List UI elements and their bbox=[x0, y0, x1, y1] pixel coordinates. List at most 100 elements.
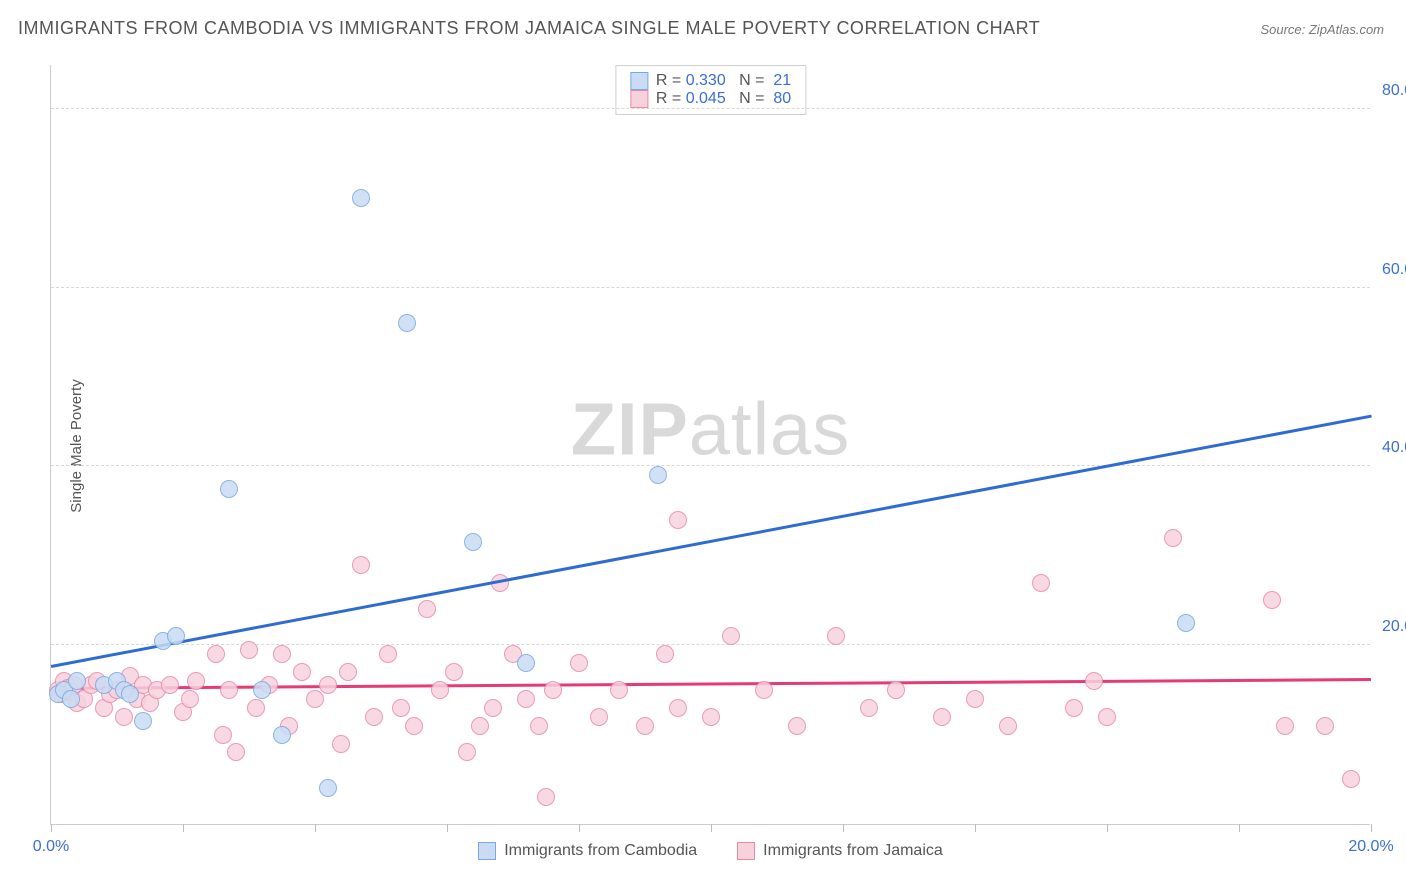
data-point bbox=[181, 690, 199, 708]
data-point bbox=[161, 676, 179, 694]
data-point bbox=[306, 690, 324, 708]
data-point bbox=[755, 681, 773, 699]
data-point bbox=[656, 645, 674, 663]
x-tick bbox=[975, 824, 976, 832]
data-point bbox=[1085, 672, 1103, 690]
data-point bbox=[379, 645, 397, 663]
series-name: Immigrants from Jamaica bbox=[763, 842, 943, 860]
data-point bbox=[352, 189, 370, 207]
data-point bbox=[187, 672, 205, 690]
chart-container: IMMIGRANTS FROM CAMBODIA VS IMMIGRANTS F… bbox=[0, 0, 1406, 892]
data-point bbox=[445, 663, 463, 681]
gridline bbox=[51, 465, 1370, 466]
data-point bbox=[458, 743, 476, 761]
plot-area: ZIPatlas R = 0.330 N = 21R = 0.045 N = 8… bbox=[50, 65, 1370, 825]
x-tick bbox=[183, 824, 184, 832]
data-point bbox=[999, 717, 1017, 735]
data-point bbox=[966, 690, 984, 708]
gridline bbox=[51, 108, 1370, 109]
data-point bbox=[115, 708, 133, 726]
data-point bbox=[167, 627, 185, 645]
data-point bbox=[722, 627, 740, 645]
data-point bbox=[365, 708, 383, 726]
data-point bbox=[339, 663, 357, 681]
x-tick-label: 20.0% bbox=[1348, 838, 1393, 856]
x-tick bbox=[1239, 824, 1240, 832]
x-tick bbox=[51, 824, 52, 832]
chart-title: IMMIGRANTS FROM CAMBODIA VS IMMIGRANTS F… bbox=[18, 18, 1040, 39]
y-tick-label: 80.0% bbox=[1374, 82, 1406, 100]
data-point bbox=[398, 314, 416, 332]
x-tick bbox=[1371, 824, 1372, 832]
stats-legend-row: R = 0.330 N = 21 bbox=[630, 72, 791, 90]
data-point bbox=[517, 654, 535, 672]
watermark: ZIPatlas bbox=[571, 387, 850, 472]
data-point bbox=[392, 699, 410, 717]
data-point bbox=[1263, 591, 1281, 609]
series-legend-item: Immigrants from Jamaica bbox=[737, 842, 943, 860]
x-tick bbox=[315, 824, 316, 832]
data-point bbox=[1098, 708, 1116, 726]
data-point bbox=[1065, 699, 1083, 717]
data-point bbox=[220, 681, 238, 699]
data-point bbox=[517, 690, 535, 708]
gridline bbox=[51, 287, 1370, 288]
data-point bbox=[788, 717, 806, 735]
data-point bbox=[1316, 717, 1334, 735]
data-point bbox=[62, 690, 80, 708]
data-point bbox=[887, 681, 905, 699]
data-point bbox=[933, 708, 951, 726]
stats-text: R = 0.330 N = 21 bbox=[656, 72, 791, 90]
data-point bbox=[464, 533, 482, 551]
y-tick-label: 60.0% bbox=[1374, 261, 1406, 279]
x-tick bbox=[1107, 824, 1108, 832]
data-point bbox=[484, 699, 502, 717]
data-point bbox=[702, 708, 720, 726]
data-point bbox=[418, 600, 436, 618]
legend-swatch bbox=[630, 90, 648, 108]
legend-swatch bbox=[478, 842, 496, 860]
data-point bbox=[207, 645, 225, 663]
data-point bbox=[247, 699, 265, 717]
data-point bbox=[121, 685, 139, 703]
x-tick bbox=[579, 824, 580, 832]
data-point bbox=[68, 672, 86, 690]
data-point bbox=[352, 556, 370, 574]
data-point bbox=[570, 654, 588, 672]
data-point bbox=[1276, 717, 1294, 735]
trend-line bbox=[51, 678, 1371, 689]
data-point bbox=[405, 717, 423, 735]
stats-text: R = 0.045 N = 80 bbox=[656, 90, 791, 108]
legend-swatch bbox=[737, 842, 755, 860]
x-tick bbox=[447, 824, 448, 832]
data-point bbox=[649, 466, 667, 484]
data-point bbox=[227, 743, 245, 761]
watermark-zip: ZIP bbox=[571, 388, 689, 471]
data-point bbox=[610, 681, 628, 699]
series-legend-item: Immigrants from Cambodia bbox=[478, 842, 697, 860]
data-point bbox=[273, 645, 291, 663]
data-point bbox=[319, 779, 337, 797]
series-legend: Immigrants from Cambodia Immigrants from … bbox=[51, 842, 1370, 860]
data-point bbox=[1032, 574, 1050, 592]
data-point bbox=[860, 699, 878, 717]
data-point bbox=[669, 511, 687, 529]
data-point bbox=[827, 627, 845, 645]
data-point bbox=[669, 699, 687, 717]
data-point bbox=[636, 717, 654, 735]
data-point bbox=[590, 708, 608, 726]
x-tick bbox=[843, 824, 844, 832]
source-label: Source: ZipAtlas.com bbox=[1260, 22, 1384, 37]
data-point bbox=[544, 681, 562, 699]
data-point bbox=[431, 681, 449, 699]
data-point bbox=[1177, 614, 1195, 632]
data-point bbox=[332, 735, 350, 753]
data-point bbox=[134, 712, 152, 730]
stats-legend-row: R = 0.045 N = 80 bbox=[630, 90, 791, 108]
data-point bbox=[214, 726, 232, 744]
data-point bbox=[293, 663, 311, 681]
data-point bbox=[530, 717, 548, 735]
data-point bbox=[537, 788, 555, 806]
x-tick bbox=[711, 824, 712, 832]
data-point bbox=[273, 726, 291, 744]
